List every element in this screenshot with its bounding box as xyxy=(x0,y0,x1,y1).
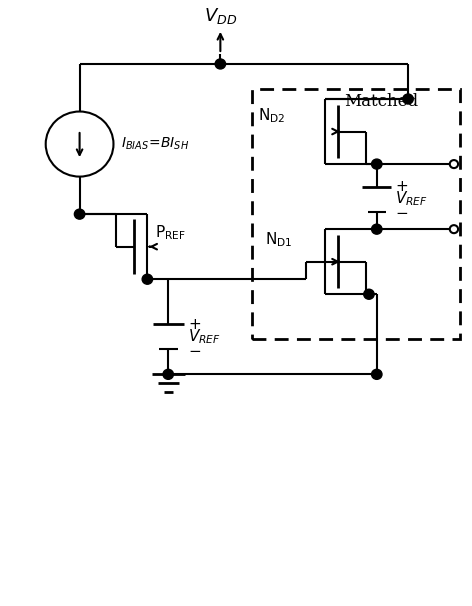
Text: $-$: $-$ xyxy=(188,342,201,357)
Text: Matched: Matched xyxy=(344,93,418,110)
Text: $V_{REF}$: $V_{REF}$ xyxy=(188,327,221,346)
Circle shape xyxy=(371,159,382,169)
Circle shape xyxy=(215,59,226,69)
Circle shape xyxy=(371,369,382,379)
Text: $V_{REF}$: $V_{REF}$ xyxy=(395,190,428,208)
Circle shape xyxy=(371,224,382,234)
Text: $\mathrm{P_{REF}}$: $\mathrm{P_{REF}}$ xyxy=(155,223,186,242)
Text: $+$: $+$ xyxy=(188,317,201,331)
Circle shape xyxy=(163,369,173,379)
Circle shape xyxy=(364,289,374,299)
Text: $\mathrm{N_{D2}}$: $\mathrm{N_{D2}}$ xyxy=(258,107,286,125)
Text: $I_{BIAS}\!=\!BI_{SH}$: $I_{BIAS}\!=\!BI_{SH}$ xyxy=(121,136,190,152)
Text: $-$: $-$ xyxy=(395,204,408,219)
Circle shape xyxy=(75,209,85,219)
Text: $+$: $+$ xyxy=(395,179,408,194)
Text: $V_{DD}$: $V_{DD}$ xyxy=(204,7,237,27)
Circle shape xyxy=(142,274,152,284)
Text: $\mathrm{N_{D1}}$: $\mathrm{N_{D1}}$ xyxy=(265,230,292,249)
Circle shape xyxy=(403,94,413,104)
